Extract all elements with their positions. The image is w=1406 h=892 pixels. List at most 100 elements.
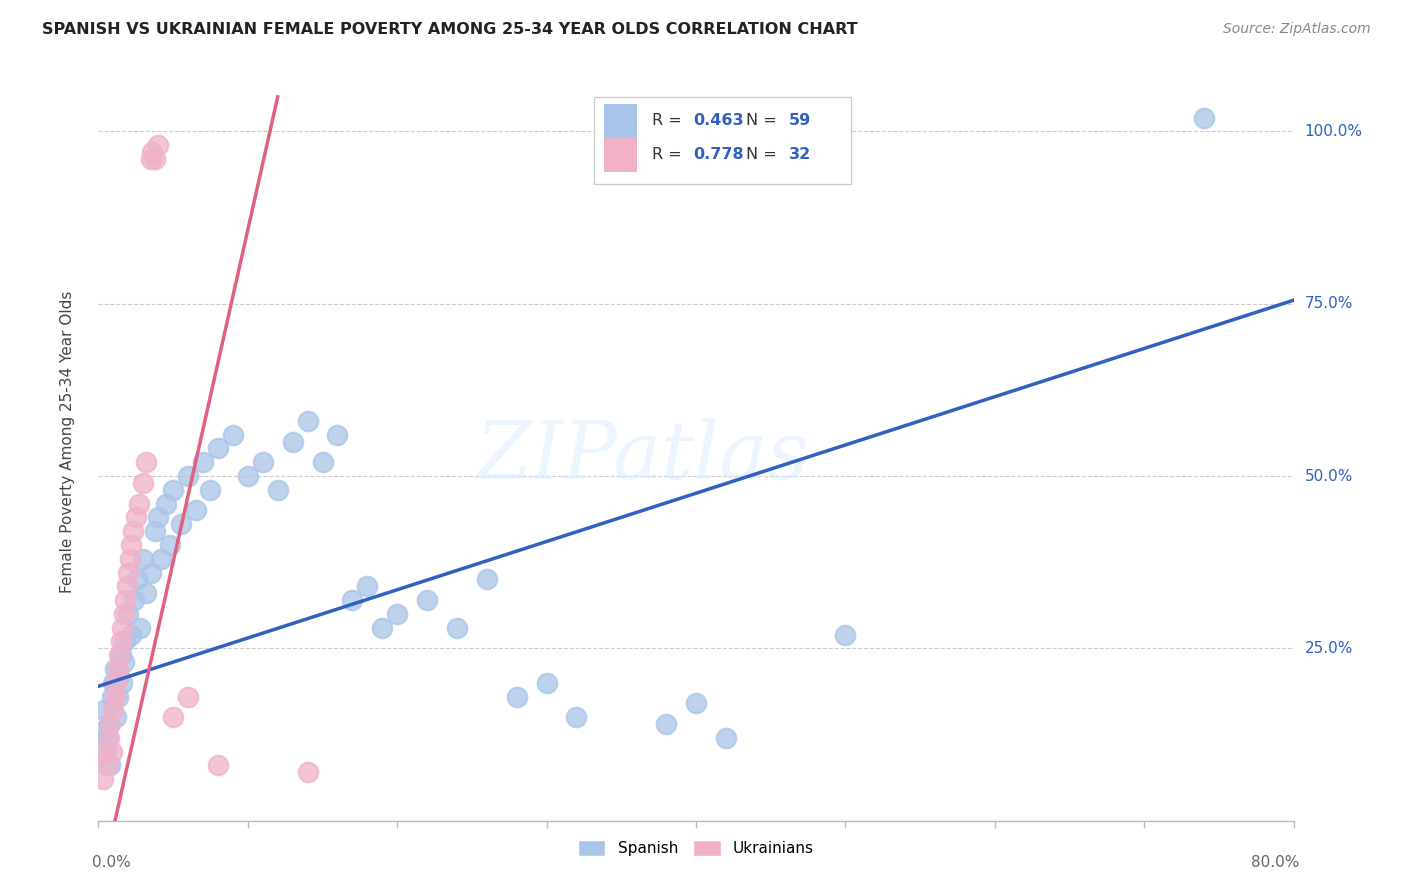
Point [311, 455, 333, 469]
Point [834, 627, 856, 641]
Point [114, 593, 136, 607]
Point [110, 634, 132, 648]
Point [121, 524, 143, 538]
Point [297, 414, 319, 428]
FancyBboxPatch shape [595, 96, 852, 184]
Text: N =: N = [747, 147, 782, 162]
Point [714, 731, 737, 745]
Point [114, 634, 136, 648]
Point [104, 662, 127, 676]
Point [101, 745, 124, 759]
Legend: Spanish, Ukrainians: Spanish, Ukrainians [572, 834, 820, 863]
Point [207, 442, 229, 456]
Point [94, 745, 117, 759]
Point [184, 503, 207, 517]
Point [115, 579, 138, 593]
Point [127, 573, 149, 587]
Point [155, 497, 177, 511]
Point [297, 765, 319, 780]
Text: 0.778: 0.778 [693, 147, 744, 162]
Point [139, 566, 162, 580]
Point [132, 475, 155, 490]
Text: ZIPatlas: ZIPatlas [475, 418, 808, 495]
Point [135, 586, 157, 600]
Point [200, 483, 222, 497]
Point [91, 772, 114, 787]
Point [177, 469, 200, 483]
Point [112, 607, 135, 621]
Point [506, 690, 529, 704]
Point [143, 152, 166, 166]
Point [93, 703, 115, 717]
Point [162, 483, 184, 497]
Point [356, 579, 378, 593]
Point [120, 627, 142, 641]
Point [117, 607, 139, 621]
Text: R =: R = [652, 147, 686, 162]
Point [110, 648, 132, 663]
Point [475, 573, 498, 587]
Point [103, 703, 125, 717]
Point [148, 510, 170, 524]
Point [685, 697, 707, 711]
Text: R =: R = [652, 113, 686, 128]
Point [101, 690, 124, 704]
Point [342, 593, 364, 607]
Text: 100.0%: 100.0% [1305, 124, 1362, 139]
Point [107, 662, 129, 676]
Point [222, 427, 245, 442]
Text: SPANISH VS UKRAINIAN FEMALE POVERTY AMONG 25-34 YEAR OLDS CORRELATION CHART: SPANISH VS UKRAINIAN FEMALE POVERTY AMON… [42, 22, 858, 37]
Point [108, 648, 131, 663]
Point [141, 145, 163, 159]
Text: 0.463: 0.463 [693, 113, 744, 128]
Point [120, 538, 142, 552]
Point [385, 607, 409, 621]
Point [236, 469, 259, 483]
Point [117, 566, 139, 580]
Point [96, 731, 118, 745]
Point [105, 710, 128, 724]
Point [124, 593, 146, 607]
Point [105, 675, 128, 690]
Point [565, 710, 588, 724]
Point [191, 455, 214, 469]
Point [446, 621, 468, 635]
Bar [605, 104, 637, 138]
Text: N =: N = [747, 113, 782, 128]
Point [97, 717, 120, 731]
Point [104, 690, 127, 704]
Text: 80.0%: 80.0% [1251, 855, 1299, 870]
Point [98, 717, 122, 731]
Point [159, 538, 181, 552]
Point [111, 675, 134, 690]
Point [129, 621, 152, 635]
Text: 25.0%: 25.0% [1305, 640, 1353, 656]
Text: Source: ZipAtlas.com: Source: ZipAtlas.com [1223, 22, 1371, 37]
Point [150, 551, 173, 566]
Point [108, 669, 131, 683]
Point [98, 758, 122, 772]
Point [111, 621, 134, 635]
Point [112, 655, 135, 669]
Bar [605, 138, 637, 172]
Point [135, 455, 157, 469]
Text: 32: 32 [789, 147, 811, 162]
Point [536, 675, 558, 690]
Point [655, 717, 678, 731]
Point [143, 524, 166, 538]
Point [281, 434, 304, 449]
Point [91, 724, 114, 739]
Point [148, 138, 170, 153]
Point [103, 675, 125, 690]
Text: 75.0%: 75.0% [1305, 296, 1353, 311]
Point [125, 510, 148, 524]
Point [371, 621, 394, 635]
Point [94, 745, 117, 759]
Point [97, 731, 120, 745]
Point [139, 152, 162, 166]
Text: 50.0%: 50.0% [1305, 468, 1353, 483]
Point [416, 593, 439, 607]
Point [267, 483, 290, 497]
Point [326, 427, 349, 442]
Point [162, 710, 184, 724]
